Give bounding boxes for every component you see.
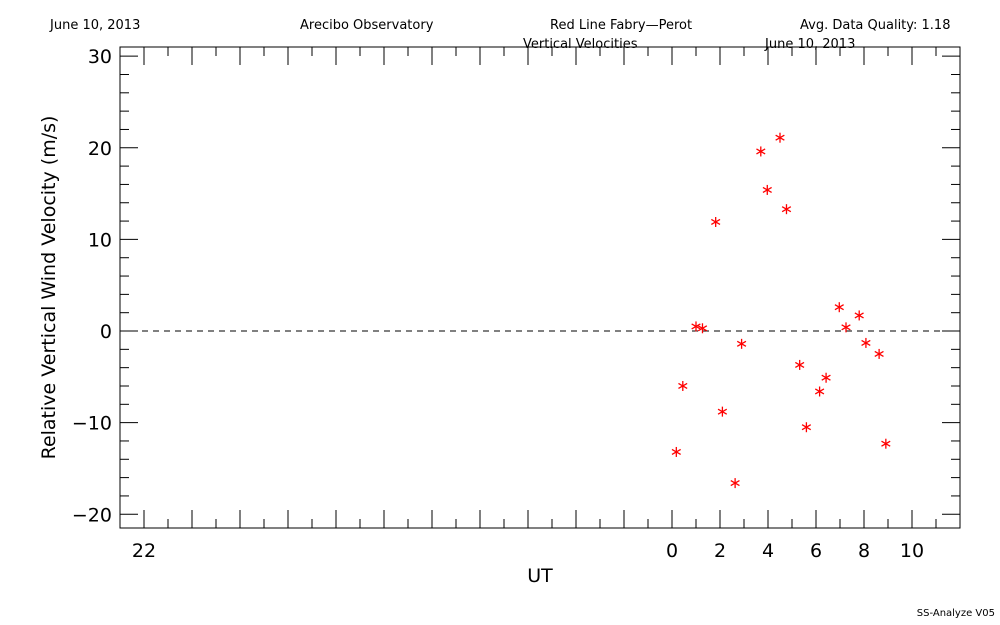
header-observatory: Arecibo Observatory: [300, 18, 434, 33]
y-tick-label: 10: [88, 229, 112, 251]
x-tick-label: 4: [762, 540, 774, 562]
data-point: [821, 372, 831, 383]
header-data-quality: Avg. Data Quality: 1.18: [800, 18, 951, 33]
footer-version: SS-Analyze V05: [916, 608, 995, 619]
data-point: [854, 310, 864, 321]
x-tick-label: 10: [900, 540, 924, 562]
data-point: [874, 348, 884, 359]
x-axis-label: UT: [527, 565, 553, 587]
header-instrument: Red Line Fabry—Perot: [550, 18, 693, 33]
data-point: [814, 386, 825, 397]
data-point: [697, 323, 708, 334]
x-tick-label: 8: [858, 540, 870, 562]
x-tick-label: 2: [714, 540, 726, 562]
data-point: [881, 438, 891, 449]
data-point: [841, 322, 851, 333]
data-point: [801, 422, 812, 433]
plot-frame: [119, 46, 961, 529]
data-point: [834, 302, 844, 313]
y-tick-label: −20: [72, 504, 112, 526]
y-tick-label: 0: [100, 321, 112, 343]
data-point: [717, 406, 728, 417]
data-point: [678, 380, 688, 391]
data-point: [671, 446, 681, 457]
data-point: [762, 184, 772, 195]
y-tick-label: −10: [72, 413, 112, 435]
x-tick-label: 0: [666, 540, 678, 562]
y-tick-label: 20: [88, 138, 112, 160]
y-axis-label: Relative Vertical Wind Velocity (m/s): [38, 116, 60, 460]
data-point: [861, 337, 871, 348]
x-tick-label: 22: [132, 540, 156, 562]
data-point: [781, 204, 792, 215]
x-tick-label: 6: [810, 540, 822, 562]
data-point: [775, 132, 785, 143]
data-point: [730, 478, 740, 489]
data-point: [691, 321, 701, 332]
data-point: [736, 338, 747, 349]
chart-subtitle: June 10, 2013: [765, 37, 856, 52]
data-point: [756, 146, 766, 157]
header-date: June 10, 2013: [50, 18, 141, 33]
data-point: [711, 216, 721, 227]
y-tick-label: 30: [88, 46, 112, 68]
data-point: [795, 359, 805, 370]
